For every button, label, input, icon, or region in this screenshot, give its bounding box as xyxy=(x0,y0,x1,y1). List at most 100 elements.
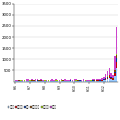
Bar xyxy=(108,75,110,76)
Bar xyxy=(35,79,36,81)
Bar xyxy=(116,55,117,58)
Bar xyxy=(51,81,53,82)
Bar xyxy=(110,73,112,77)
Bar xyxy=(96,80,97,81)
Bar xyxy=(26,81,27,82)
Bar xyxy=(94,80,95,81)
Bar xyxy=(66,81,68,82)
Bar xyxy=(16,81,18,82)
Bar xyxy=(62,80,64,81)
Bar xyxy=(96,79,97,80)
Bar xyxy=(116,68,117,82)
Bar xyxy=(61,79,62,80)
Bar xyxy=(94,81,95,82)
Bar xyxy=(105,74,106,78)
Bar xyxy=(99,81,101,82)
Bar xyxy=(110,77,112,78)
Bar xyxy=(112,78,114,79)
Bar xyxy=(86,81,88,82)
Bar xyxy=(44,80,46,81)
Bar xyxy=(105,80,106,82)
Bar xyxy=(112,75,114,78)
Bar xyxy=(26,79,27,81)
Bar xyxy=(105,78,106,79)
Bar xyxy=(31,81,33,82)
Bar xyxy=(59,81,60,82)
Bar xyxy=(29,80,31,81)
Bar xyxy=(70,79,71,80)
Bar xyxy=(112,79,114,80)
Bar xyxy=(83,79,84,81)
Bar xyxy=(88,80,90,81)
Bar xyxy=(114,72,116,73)
Bar xyxy=(59,80,60,81)
Bar xyxy=(105,79,106,80)
Bar xyxy=(27,81,29,82)
Bar xyxy=(74,79,75,81)
Bar xyxy=(64,81,66,82)
Bar xyxy=(18,81,20,82)
Bar xyxy=(74,81,75,82)
Bar xyxy=(114,70,116,72)
Bar xyxy=(83,81,84,82)
Bar xyxy=(77,80,79,81)
Bar xyxy=(116,27,117,54)
Bar xyxy=(53,81,55,82)
Bar xyxy=(116,54,117,55)
Bar xyxy=(90,80,92,81)
Bar xyxy=(37,79,38,80)
Bar xyxy=(15,81,16,82)
Bar xyxy=(81,81,82,82)
Bar xyxy=(70,81,71,82)
Bar xyxy=(33,81,35,82)
Bar xyxy=(86,80,88,81)
Bar xyxy=(116,58,117,63)
Bar xyxy=(107,78,108,79)
Bar xyxy=(20,81,22,82)
Bar xyxy=(62,81,64,82)
Bar xyxy=(75,81,77,82)
Bar xyxy=(116,63,117,68)
Bar xyxy=(107,77,108,78)
Bar xyxy=(114,76,116,82)
Bar xyxy=(68,80,70,81)
Bar xyxy=(50,80,51,81)
Bar xyxy=(55,81,57,82)
Bar xyxy=(44,81,46,82)
Bar xyxy=(92,79,93,80)
Bar xyxy=(51,79,53,81)
Bar xyxy=(39,81,40,82)
Bar xyxy=(72,80,73,81)
Bar xyxy=(55,80,57,81)
Bar xyxy=(101,80,103,81)
Bar xyxy=(99,80,101,81)
Bar xyxy=(90,81,92,82)
Bar xyxy=(107,76,108,77)
Bar xyxy=(48,81,49,82)
Bar xyxy=(75,80,77,81)
Bar xyxy=(31,79,33,80)
Bar xyxy=(110,79,112,82)
Bar xyxy=(22,81,24,82)
Bar xyxy=(20,80,22,81)
Bar xyxy=(97,80,99,81)
Bar xyxy=(85,80,86,81)
Bar xyxy=(94,79,95,80)
Bar xyxy=(77,81,79,82)
Bar xyxy=(75,79,77,80)
Bar xyxy=(101,78,103,80)
Bar xyxy=(96,81,97,82)
Bar xyxy=(103,79,105,80)
Bar xyxy=(18,80,20,81)
Bar xyxy=(107,71,108,76)
Bar xyxy=(97,81,99,82)
Bar xyxy=(42,80,44,81)
Bar xyxy=(108,68,110,75)
Bar xyxy=(72,81,73,82)
Bar xyxy=(27,79,29,81)
Bar xyxy=(29,81,31,82)
Bar xyxy=(112,80,114,82)
Bar xyxy=(92,81,93,82)
Bar xyxy=(40,79,42,80)
Bar xyxy=(97,79,99,80)
